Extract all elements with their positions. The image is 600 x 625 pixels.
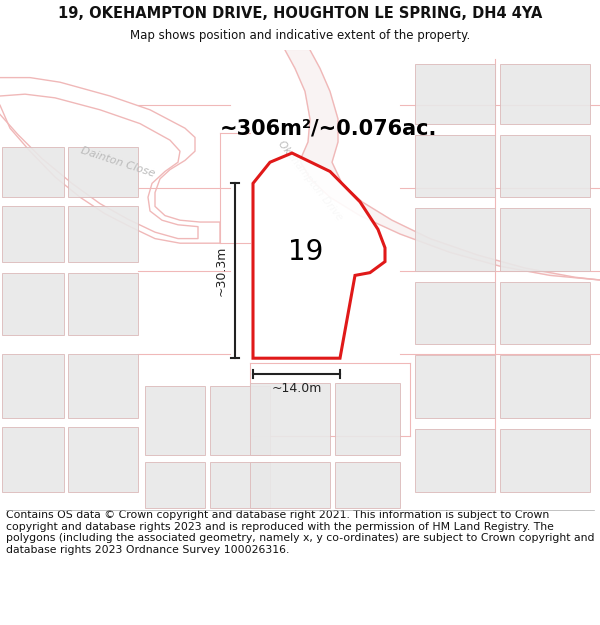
Text: 19: 19	[289, 238, 323, 266]
Bar	[500, 208, 590, 271]
Bar	[335, 462, 400, 508]
Polygon shape	[285, 50, 600, 280]
Bar	[2, 206, 64, 262]
Bar	[335, 383, 400, 455]
Bar	[500, 282, 590, 344]
Text: Map shows position and indicative extent of the property.: Map shows position and indicative extent…	[130, 29, 470, 42]
Bar	[68, 428, 138, 492]
Polygon shape	[253, 153, 385, 358]
Text: ~306m²/~0.076ac.: ~306m²/~0.076ac.	[220, 118, 437, 138]
Bar	[415, 429, 495, 492]
Bar	[415, 64, 495, 124]
Text: Dainton Close: Dainton Close	[80, 146, 157, 179]
Bar	[68, 147, 138, 198]
Bar	[210, 462, 270, 508]
Bar	[68, 206, 138, 262]
Text: 19, OKEHAMPTON DRIVE, HOUGHTON LE SPRING, DH4 4YA: 19, OKEHAMPTON DRIVE, HOUGHTON LE SPRING…	[58, 6, 542, 21]
Bar	[2, 147, 64, 198]
Bar	[415, 134, 495, 198]
Bar	[2, 428, 64, 492]
Bar	[145, 386, 205, 455]
Bar	[500, 429, 590, 492]
Text: Contains OS data © Crown copyright and database right 2021. This information is : Contains OS data © Crown copyright and d…	[6, 510, 595, 555]
Text: ~30.3m: ~30.3m	[215, 246, 228, 296]
Text: Okehampton Drive: Okehampton Drive	[276, 139, 344, 222]
Bar	[68, 354, 138, 418]
Bar	[415, 356, 495, 418]
Bar	[145, 462, 205, 508]
Bar	[68, 272, 138, 335]
Bar	[2, 272, 64, 335]
Polygon shape	[0, 78, 220, 243]
Bar	[415, 208, 495, 271]
Bar	[250, 462, 330, 508]
Bar	[210, 386, 270, 455]
Text: ~14.0m: ~14.0m	[271, 382, 322, 395]
Bar	[500, 356, 590, 418]
Bar	[500, 64, 590, 124]
Bar	[250, 383, 330, 455]
Bar	[2, 354, 64, 418]
Bar	[415, 282, 495, 344]
Bar	[500, 134, 590, 198]
